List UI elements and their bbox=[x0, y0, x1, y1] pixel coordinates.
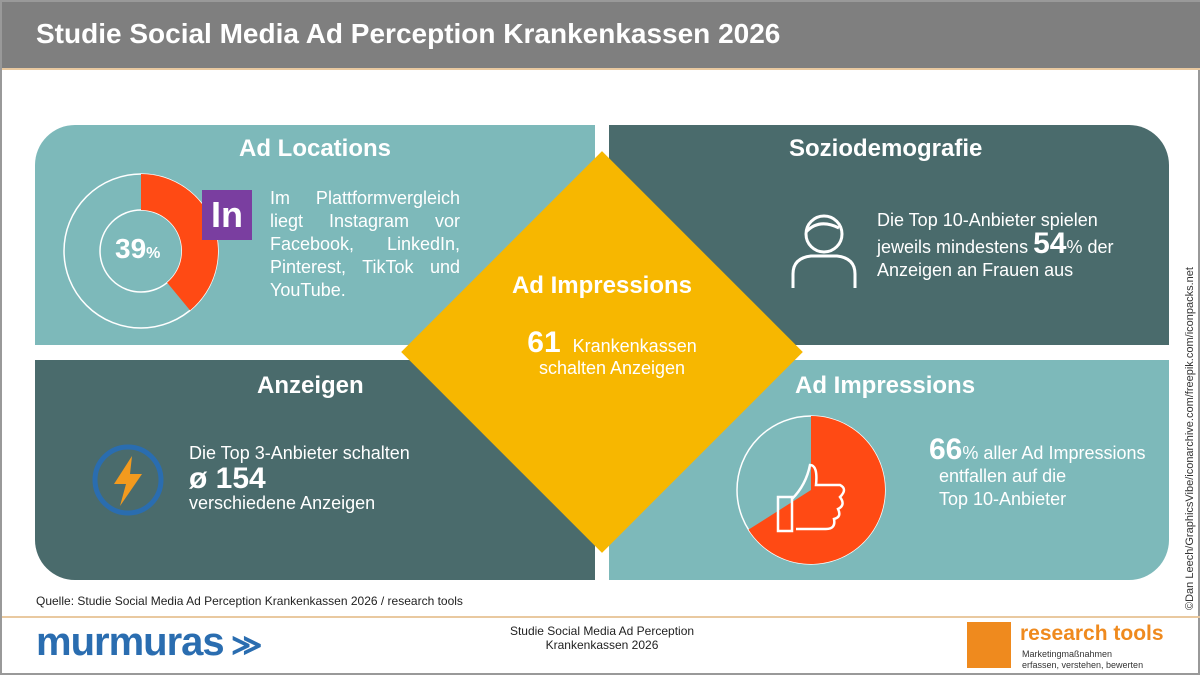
ad-impressions-panel: Ad Impressions 66% aller Ad Impressions … bbox=[609, 360, 1169, 580]
source-note: Quelle: Studie Social Media Ad Perceptio… bbox=[36, 594, 463, 608]
average-count: ø 154 bbox=[189, 462, 266, 495]
center-title: Ad Impressions bbox=[511, 272, 693, 299]
donut-chart-66 bbox=[736, 415, 886, 565]
lightning-icon bbox=[92, 444, 164, 516]
research-tools-logo: research tools bbox=[1020, 622, 1164, 645]
tree-icon bbox=[967, 622, 1011, 668]
person-icon bbox=[791, 214, 857, 288]
donut-chart-39 bbox=[63, 173, 219, 329]
text-line: 66% aller Ad Impressions bbox=[929, 433, 1146, 466]
thumbs-up-icon bbox=[776, 463, 846, 533]
percent-value: 39% bbox=[115, 233, 161, 264]
text-line: Die Top 10-Anbieter spielen bbox=[877, 210, 1098, 230]
center-text: 61 Krankenkassen schalten Anzeigen bbox=[527, 326, 697, 379]
text-line: Anzeigen an Frauen aus bbox=[877, 260, 1074, 280]
panel-title: Ad Impressions bbox=[795, 372, 976, 399]
text-line: Top 10-Anbieter bbox=[939, 489, 1067, 509]
ad-locations-panel: Ad Locations 39% In Im Plattformvergleic… bbox=[35, 125, 595, 345]
text-line: entfallen auf die bbox=[939, 466, 1067, 486]
panel-title: Ad Locations bbox=[239, 135, 392, 162]
text-line: Die Top 3-Anbieter schalten bbox=[189, 443, 410, 463]
text-line: verschiedene Anzeigen bbox=[189, 493, 376, 513]
panel-text: 66% aller Ad Impressions entfallen auf d… bbox=[929, 433, 1146, 511]
panel-title: Anzeigen bbox=[257, 372, 364, 399]
panel-text: Die Top 10-Anbieter spielen jeweils mind… bbox=[877, 209, 1114, 282]
panel-text: Im Plattformvergleich liegt Instagram vo… bbox=[270, 188, 460, 300]
image-credit: ©Dan Leech/GraphicsVibe/iconarchive.com/… bbox=[1184, 267, 1196, 610]
pie-segment bbox=[748, 416, 885, 564]
donut-segment bbox=[141, 174, 218, 311]
tagline: Marketingmaßnahmen erfassen, verstehen, b… bbox=[1022, 649, 1144, 670]
linkedin-icon: In bbox=[202, 190, 252, 240]
footer-title: Studie Social Media Ad Perception Kranken… bbox=[509, 624, 695, 652]
page-title: Studie Social Media Ad Perception Kranke… bbox=[36, 18, 781, 49]
header: Studie Social Media Ad Perception Kranke… bbox=[2, 2, 1200, 70]
divider bbox=[2, 616, 1200, 618]
murmuras-logo: murmuras ≫ bbox=[36, 620, 262, 664]
text-line: jeweils mindestens 54% der bbox=[877, 227, 1114, 260]
panel-text: Die Top 3-Anbieter schalten ø 154 versch… bbox=[189, 442, 410, 515]
panel-title: Soziodemografie bbox=[789, 135, 983, 162]
